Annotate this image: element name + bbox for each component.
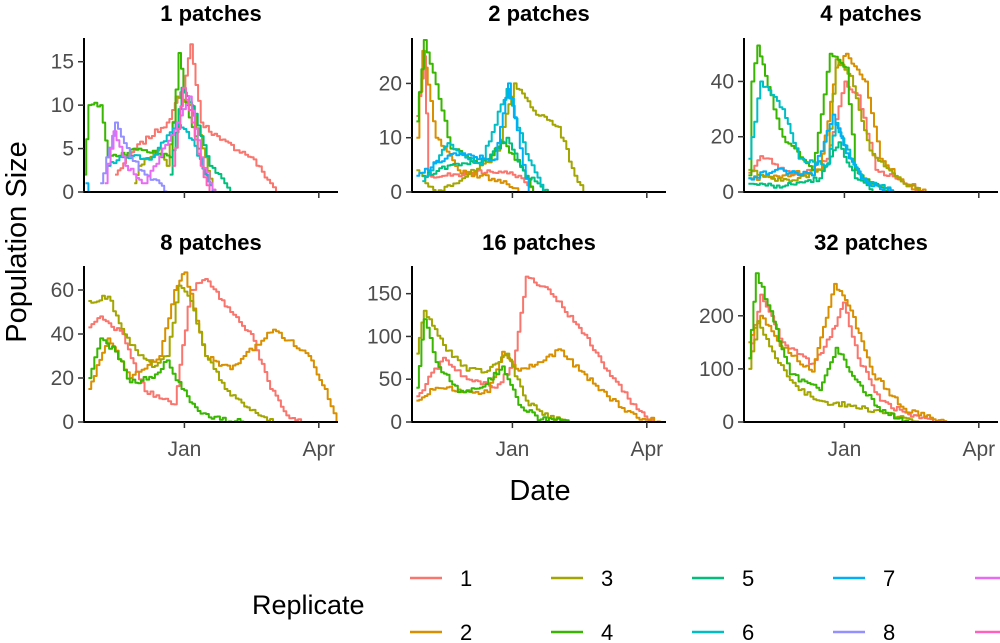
- series-line-replicate-7: [85, 182, 90, 192]
- legend-label: 8: [883, 620, 895, 643]
- series-line-replicate-4: [84, 52, 217, 192]
- series-line-replicate-5: [169, 86, 232, 192]
- y-tick-label: 40: [711, 70, 734, 93]
- panel-title: 32 patches: [814, 230, 928, 255]
- x-tick-label: Apr: [630, 438, 663, 461]
- legend-label: 4: [601, 620, 613, 643]
- legend-item-7: 7: [833, 566, 895, 591]
- x-tick-label: Jan: [495, 438, 529, 461]
- x-axis-title: Date: [509, 475, 570, 507]
- x-tick-label: Jan: [167, 438, 201, 461]
- panel-title: 16 patches: [482, 230, 596, 255]
- legend-item-2: 2: [410, 620, 472, 643]
- panel: 4 patches 0 20 40: [711, 1, 998, 204]
- series-line-replicate-1: [416, 55, 535, 192]
- series-line-replicate-1: [115, 43, 277, 192]
- legend-item-5: 5: [692, 566, 754, 591]
- series-line-replicate-3: [748, 58, 922, 193]
- series-line-replicate-7: [748, 113, 897, 193]
- legend-item-3: 3: [551, 566, 613, 591]
- legend-item-8: 8: [833, 620, 895, 643]
- series-line-replicate-4: [416, 39, 535, 192]
- legend-item-9: 9: [975, 576, 1000, 580]
- panel: 32 patches 0 100 200 Jan Apr: [699, 230, 998, 461]
- y-tick-label: 20: [379, 72, 402, 95]
- y-tick-label: 0: [62, 181, 74, 204]
- legend-label: 6: [742, 620, 754, 643]
- series-line-replicate-5: [748, 141, 874, 192]
- y-tick-label: 20: [711, 126, 734, 149]
- panel-title: 1 patches: [160, 1, 262, 26]
- y-tick-label: 0: [722, 181, 734, 204]
- y-tick-label: 10: [379, 127, 402, 150]
- y-axis-title: Population Size: [1, 141, 33, 343]
- panel-title: 4 patches: [820, 1, 922, 26]
- series-line-replicate-1: [416, 275, 654, 422]
- legend-title: Replicate: [252, 590, 365, 620]
- legend-label: 5: [742, 566, 754, 591]
- series-line-replicate-8: [100, 121, 168, 193]
- legend-item-1: 1: [410, 566, 472, 591]
- series-line-replicate-9: [104, 95, 217, 192]
- series-line-replicate-3: [416, 82, 585, 193]
- y-tick-label: 0: [390, 181, 402, 204]
- series-line-replicate-3: [416, 309, 572, 423]
- x-tick-label: Apr: [302, 438, 335, 461]
- series-line-replicate-2: [416, 348, 662, 423]
- y-tick-label: 10: [51, 94, 74, 117]
- panel: 2 patches 0 10 20: [379, 1, 666, 204]
- series-line-replicate-2: [416, 49, 520, 192]
- x-tick-label: Apr: [962, 438, 995, 461]
- series-line-replicate-10: [172, 86, 211, 192]
- y-tick-label: 5: [62, 138, 74, 161]
- series-line-replicate-4: [88, 337, 245, 423]
- x-tick-label: Jan: [827, 438, 861, 461]
- legend-label: 7: [883, 566, 895, 591]
- panel: 16 patches 0 50 100 150 Jan Apr: [367, 230, 666, 461]
- y-tick-label: 100: [699, 358, 734, 381]
- series-line-replicate-6: [748, 80, 897, 193]
- panel-title: 8 patches: [160, 230, 262, 255]
- series-line-replicate-4: [748, 272, 911, 423]
- panel: 1 patches 0 5 10 15: [51, 1, 338, 204]
- y-tick-label: 0: [62, 411, 74, 434]
- legend-item-6: 6: [692, 620, 754, 643]
- y-tick-label: 200: [699, 305, 734, 328]
- legend-item-4: 4: [551, 620, 613, 643]
- series-line-replicate-3: [88, 284, 274, 422]
- legend-label: 3: [601, 566, 613, 591]
- panel-title: 2 patches: [488, 1, 590, 26]
- series-line-replicate-2: [88, 271, 338, 422]
- y-tick-label: 40: [51, 323, 74, 346]
- y-tick-label: 50: [379, 368, 402, 391]
- legend: 1 2 3 4 5 6 7 8 9 10: [410, 566, 1000, 643]
- panel: 8 patches 0 20 40 60 Jan Apr: [51, 230, 338, 461]
- legend-item-10: 10: [975, 630, 1000, 634]
- y-tick-label: 0: [722, 411, 734, 434]
- y-tick-label: 150: [367, 283, 402, 306]
- y-tick-label: 60: [51, 279, 74, 302]
- y-tick-label: 0: [390, 411, 402, 434]
- legend-label: 2: [460, 620, 472, 643]
- series-line-replicate-4: [416, 318, 572, 423]
- y-tick-label: 20: [51, 367, 74, 390]
- series-line-replicate-1: [88, 278, 303, 422]
- legend-label: 1: [460, 566, 472, 591]
- series-line-replicate-2: [748, 282, 948, 423]
- series-line-replicate-7: [416, 82, 530, 192]
- y-tick-label: 15: [51, 51, 74, 74]
- y-tick-label: 100: [367, 325, 402, 348]
